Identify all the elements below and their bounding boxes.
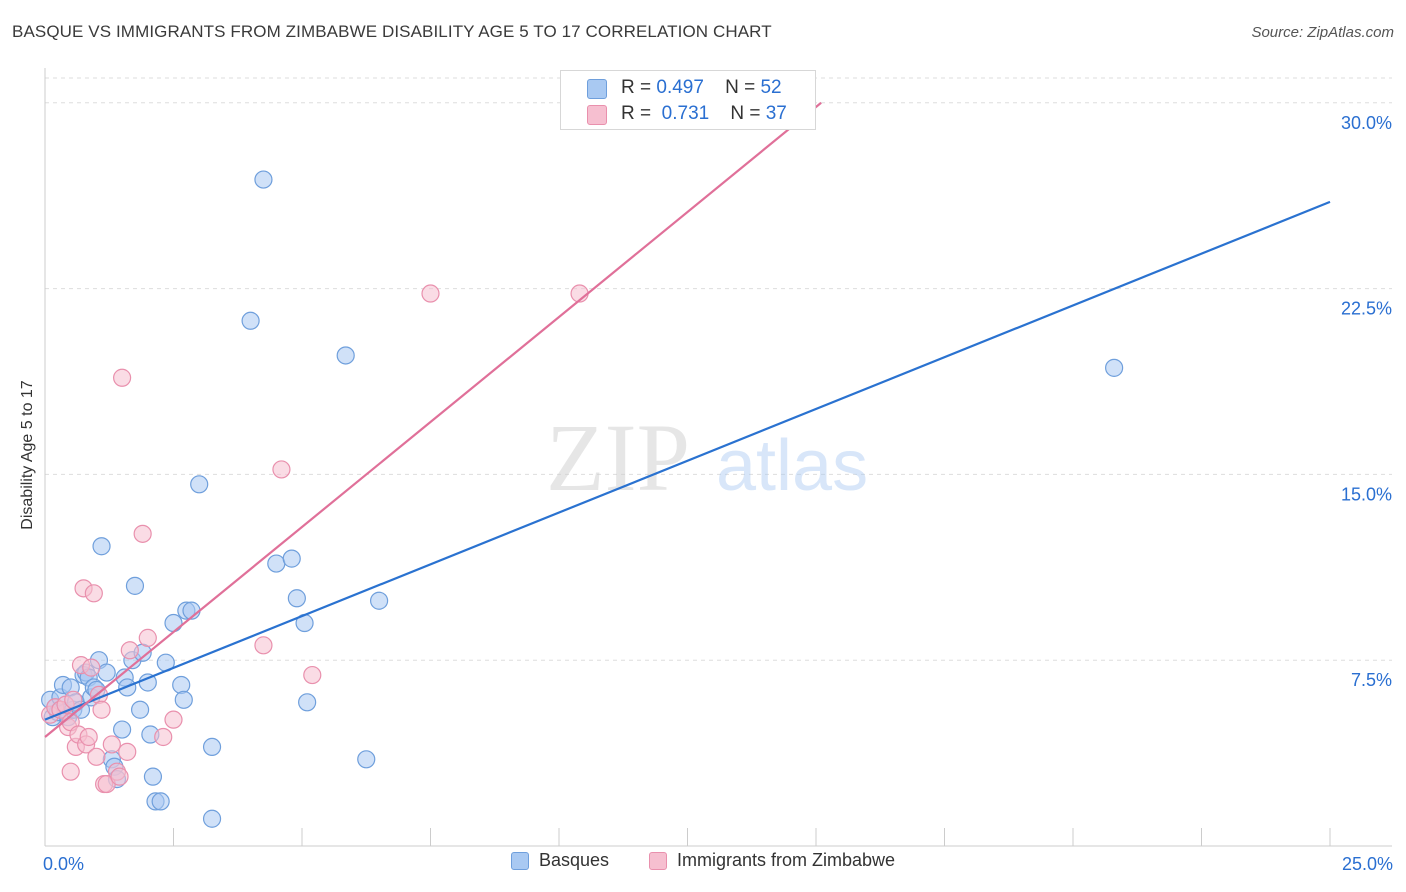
basques-trend-line: [44, 200, 1331, 721]
basques-point: [151, 792, 170, 811]
basques-point: [357, 750, 376, 769]
basques-point: [336, 346, 355, 365]
series-legend: Basques Immigrants from Zimbabwe: [0, 850, 1406, 871]
basques-point: [267, 554, 286, 573]
stats-legend: R = 0.497 N = 52 R = 0.731 N = 37: [560, 70, 816, 130]
zimbabwe-point: [61, 762, 80, 781]
basques-swatch: [510, 851, 529, 870]
legend-label-zimbabwe: Immigrants from Zimbabwe: [677, 850, 896, 870]
basques-point: [202, 809, 222, 828]
zimbabwe-point: [120, 641, 139, 660]
zimbabwe-point: [164, 710, 183, 729]
n-label: N =: [730, 103, 761, 124]
basques-point: [282, 549, 301, 568]
r-value: 0.497: [656, 77, 704, 98]
zimbabwe-point: [84, 584, 103, 603]
basques-point: [287, 589, 306, 608]
zimbabwe-point: [112, 368, 132, 387]
zimbabwe-swatch: [649, 851, 667, 870]
n-label: N =: [725, 77, 756, 98]
basques-swatch: [587, 79, 607, 99]
zimbabwe-point: [154, 727, 173, 747]
trend-lines: [44, 101, 1331, 738]
zimbabwe-point: [138, 628, 157, 647]
zimbabwe-point: [102, 735, 121, 754]
basques-point: [92, 537, 111, 556]
zimbabwe-point: [79, 727, 98, 747]
legend-label-basques: Basques: [538, 850, 609, 870]
zimbabwe-point: [133, 524, 152, 543]
zimbabwe-point: [272, 460, 291, 479]
basques-point: [112, 720, 132, 739]
data-points: [41, 170, 1124, 828]
basques-point: [298, 693, 317, 712]
zimbabwe-point: [254, 636, 273, 655]
zimbabwe-point: [118, 742, 137, 761]
basques-point: [164, 613, 183, 633]
zimbabwe-point: [87, 747, 106, 766]
y-tick-label: 7.5%: [1351, 670, 1392, 690]
basques-point: [97, 663, 116, 682]
zimbabwe-point: [421, 284, 440, 303]
basques-point: [1105, 358, 1124, 377]
watermark: ZIP atlas: [546, 404, 868, 511]
zimbabwe-point: [303, 665, 322, 685]
r-value: 0.731: [661, 103, 710, 124]
legend-item-zimbabwe[interactable]: Immigrants from Zimbabwe: [649, 850, 895, 871]
r-label: R =: [621, 103, 652, 124]
basques-point: [241, 311, 260, 330]
tick-labels: 7.5% 15.0% 22.5% 30.0% 0.0% 25.0%: [43, 113, 1393, 874]
n-value: 52: [760, 77, 782, 98]
watermark-atlas: atlas: [716, 426, 868, 506]
x-tick-label-min: 0.0%: [43, 854, 84, 874]
zimbabwe-point: [92, 700, 111, 719]
zimbabwe-trend-line: [44, 101, 822, 738]
zimbabwe-point: [82, 658, 101, 677]
basques-point: [370, 591, 389, 610]
chart-title: BASQUE VS IMMIGRANTS FROM ZIMBABWE DISAB…: [12, 22, 772, 41]
basques-point: [143, 767, 163, 786]
r-label: R =: [621, 77, 652, 98]
basques-point: [125, 576, 145, 595]
basques-point: [172, 675, 191, 695]
basques-point: [190, 475, 209, 494]
y-tick-label: 15.0%: [1341, 484, 1392, 504]
source-label: Source: ZipAtlas.com: [1251, 24, 1394, 41]
y-tick-label: 30.0%: [1341, 113, 1392, 133]
basques-point: [130, 700, 150, 719]
zimbabwe-swatch: [587, 105, 607, 125]
basques-point: [174, 690, 193, 709]
x-tick-label-max: 25.0%: [1342, 854, 1393, 874]
basques-point: [254, 170, 273, 189]
basques-point: [202, 737, 222, 757]
n-value: 37: [765, 103, 787, 124]
y-tick-label: 22.5%: [1341, 299, 1392, 319]
watermark-zip: ZIP: [546, 404, 690, 511]
zimbabwe-point: [110, 767, 129, 786]
legend-item-basques[interactable]: Basques: [510, 850, 609, 871]
